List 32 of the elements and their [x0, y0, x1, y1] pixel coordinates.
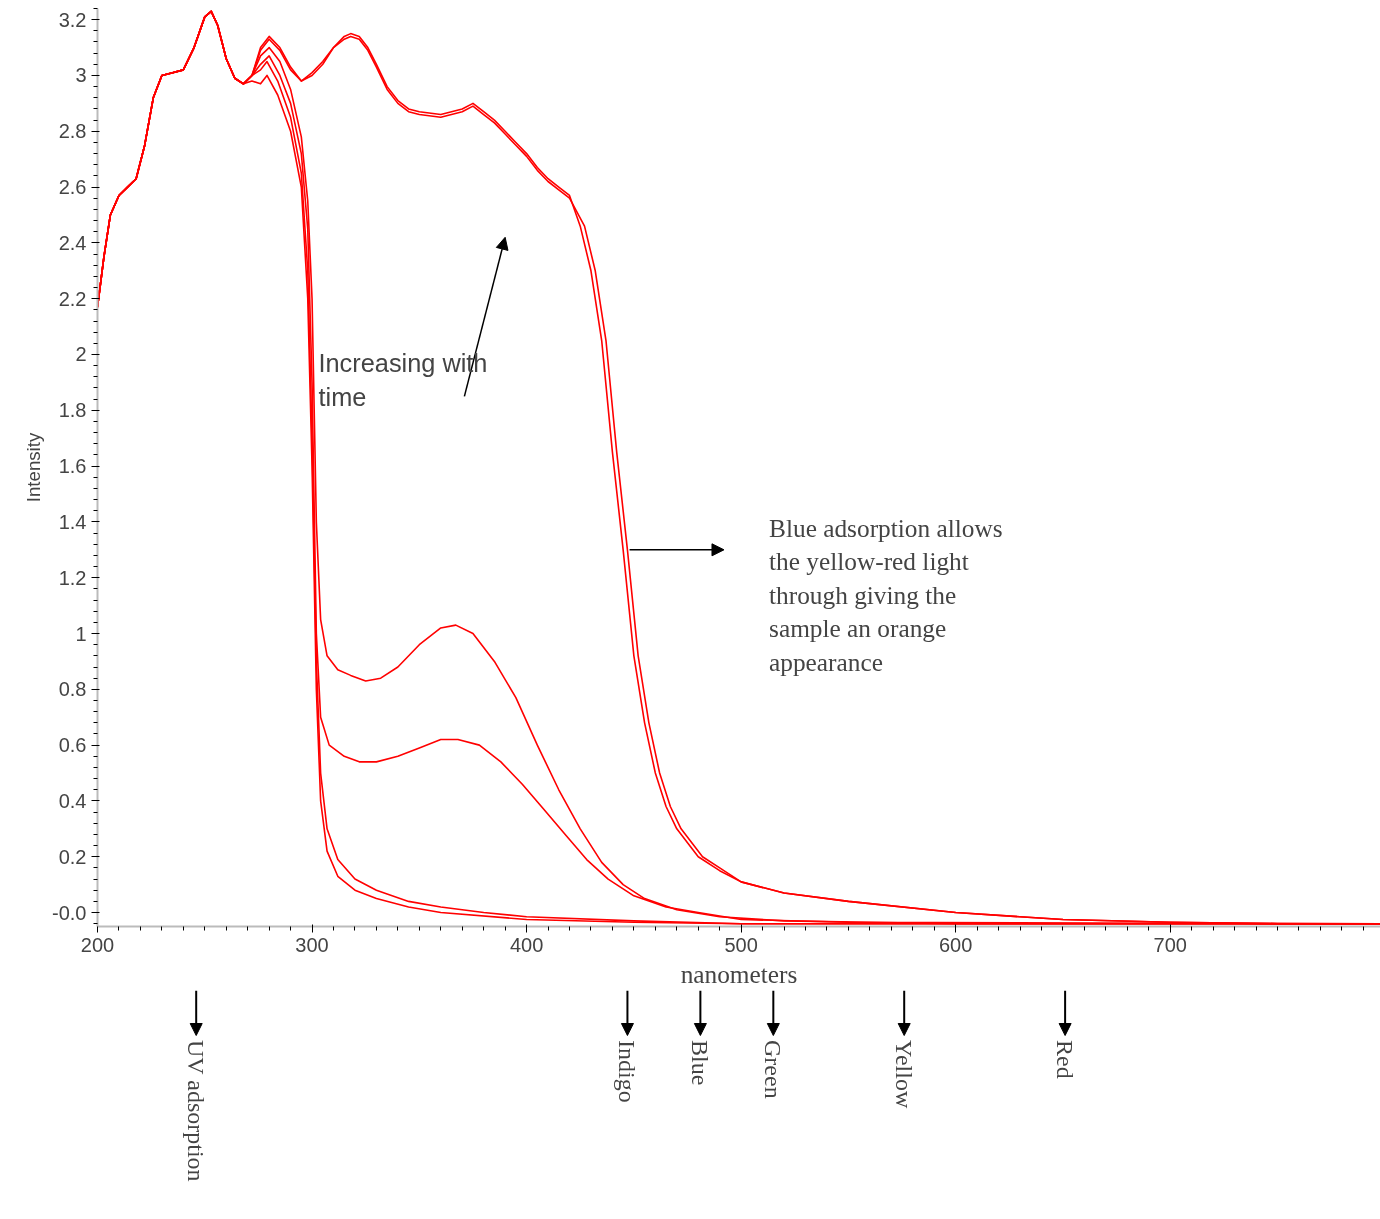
- y-tick-label: 1: [75, 622, 87, 645]
- y-axis-title: Intensity: [23, 432, 45, 503]
- y-tick-label: 2.2: [58, 287, 87, 310]
- y-tick-label: 3.2: [58, 8, 87, 31]
- y-tick-label: 1.8: [58, 399, 87, 422]
- text: Blue: [687, 1040, 714, 1086]
- y-tick-label: 2.8: [58, 120, 87, 143]
- y-tick-label: 3: [75, 64, 87, 87]
- text: UV adsorption: [183, 1040, 210, 1182]
- y-tick-label: 0.4: [58, 789, 87, 812]
- y-tick-label: 0.2: [58, 845, 87, 868]
- y-tick-label: 2.4: [58, 231, 87, 254]
- text: Red: [1052, 1040, 1079, 1079]
- x-tick-label: 200: [80, 933, 115, 956]
- y-tick-label: 0.6: [58, 734, 87, 757]
- x-tick-label: 600: [939, 933, 973, 956]
- y-tick-label: 0.8: [58, 678, 87, 701]
- x-tick-label: 700: [1153, 933, 1187, 956]
- annotation: Blue adsorption allows the yellow-red light through giving the sample an orange appearance: [769, 513, 1003, 676]
- y-tick-label: 2.6: [58, 176, 87, 199]
- y-tick-label: 1.6: [58, 455, 87, 478]
- y-tick-label: 1.4: [58, 510, 87, 533]
- y-tick-label: 2: [75, 343, 87, 366]
- x-axis-title: nanometers: [680, 959, 798, 988]
- y-tick-label: -0.0: [52, 901, 87, 924]
- text: Indigo: [614, 1040, 641, 1103]
- text: Green: [760, 1040, 787, 1099]
- x-tick-label: 300: [295, 933, 329, 956]
- text: Yellow: [891, 1040, 918, 1109]
- x-tick-label: 500: [724, 933, 758, 956]
- x-tick-label: 400: [509, 933, 544, 956]
- y-tick-label: 1.2: [58, 566, 87, 589]
